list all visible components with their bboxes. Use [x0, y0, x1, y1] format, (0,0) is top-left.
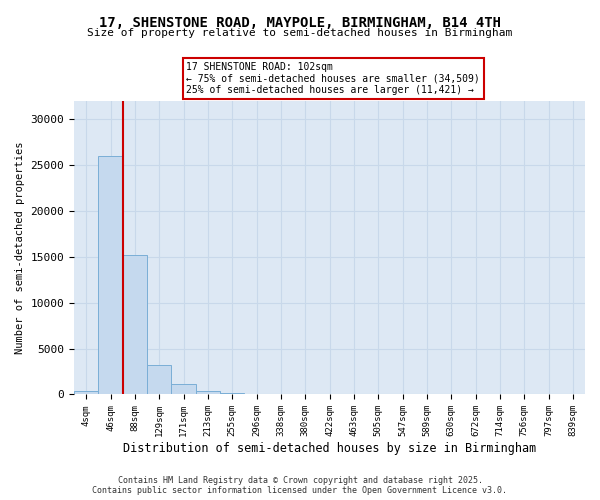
Bar [122, 255, 147, 394]
Text: 17, SHENSTONE ROAD, MAYPOLE, BIRMINGHAM, B14 4TH: 17, SHENSTONE ROAD, MAYPOLE, BIRMINGHAM,… [99, 16, 501, 30]
Text: Contains HM Land Registry data © Crown copyright and database right 2025.
Contai: Contains HM Land Registry data © Crown c… [92, 476, 508, 495]
Bar [74, 391, 98, 394]
Y-axis label: Number of semi-detached properties: Number of semi-detached properties [15, 142, 25, 354]
Bar [147, 365, 172, 394]
Bar [196, 391, 220, 394]
Bar [98, 156, 122, 394]
Bar [172, 384, 196, 394]
Text: Size of property relative to semi-detached houses in Birmingham: Size of property relative to semi-detach… [88, 28, 512, 38]
Text: 17 SHENSTONE ROAD: 102sqm
← 75% of semi-detached houses are smaller (34,509)
25%: 17 SHENSTONE ROAD: 102sqm ← 75% of semi-… [187, 62, 480, 95]
X-axis label: Distribution of semi-detached houses by size in Birmingham: Distribution of semi-detached houses by … [123, 442, 536, 455]
Bar [220, 392, 244, 394]
